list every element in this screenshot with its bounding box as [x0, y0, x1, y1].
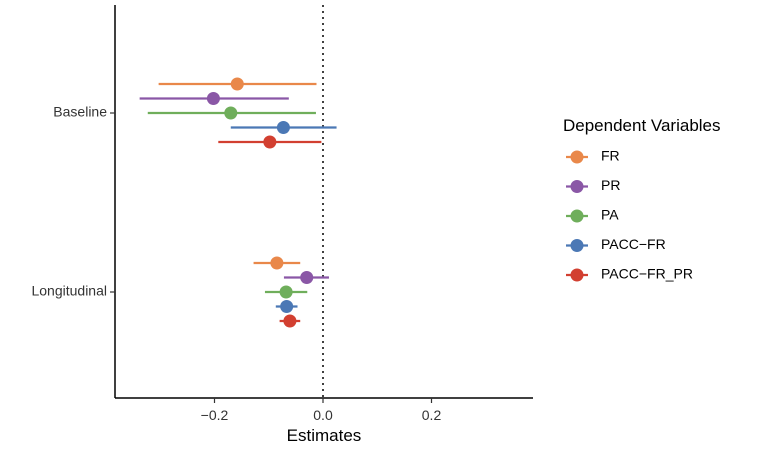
- legend-key-point-pacc-fr-pr: [570, 268, 584, 282]
- legend-key-point-fr: [570, 150, 584, 164]
- x-tick-label-neg-0-2: −0.2: [201, 407, 229, 423]
- y-tick-label-longitudinal: Longitudinal: [31, 283, 107, 299]
- legend: Dependent Variables FR PR PA PACC−FR PACC−FR…: [563, 116, 721, 282]
- point-fr-baseline: [230, 77, 244, 91]
- legend-key-point-pacc-fr: [570, 239, 584, 252]
- x-tick-label-0-0: 0.0: [313, 407, 333, 423]
- point-pa-longitudinal: [279, 285, 293, 299]
- estimate-marks: [139, 77, 337, 328]
- legend-key-point-pr: [570, 180, 584, 193]
- point-fr-longitudinal: [270, 256, 284, 270]
- point-pacc-fr-longitudinal: [280, 300, 294, 313]
- x-axis-title: Estimates: [287, 426, 362, 445]
- y-tick-label-baseline: Baseline: [53, 104, 107, 120]
- legend-key-point-pa: [570, 209, 584, 223]
- legend-items: FR PR PA PACC−FR PACC−FR_PR: [566, 148, 693, 282]
- point-pr-baseline: [206, 92, 220, 105]
- legend-label-pacc-fr-pr: PACC−FR_PR: [601, 266, 693, 282]
- legend-label-pr: PR: [601, 177, 620, 193]
- point-pacc-fr-baseline: [276, 121, 290, 134]
- point-pr-longitudinal: [300, 271, 314, 284]
- point-pa-baseline: [224, 106, 238, 120]
- legend-label-pa: PA: [601, 207, 619, 223]
- x-tick-label-0-2: 0.2: [422, 407, 442, 423]
- legend-label-fr: FR: [601, 148, 620, 164]
- point-pacc-fr-pr-longitudinal: [283, 314, 297, 328]
- legend-label-pacc-fr: PACC−FR: [601, 236, 666, 252]
- legend-title: Dependent Variables: [563, 116, 721, 135]
- point-pacc-fr-pr-baseline: [263, 135, 277, 149]
